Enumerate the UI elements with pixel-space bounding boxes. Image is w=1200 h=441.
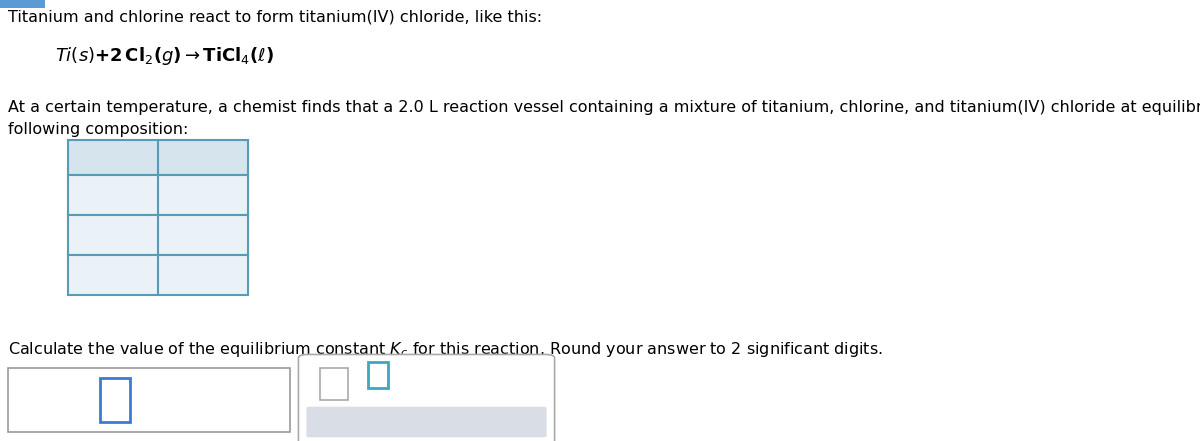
- Text: ×: ×: [350, 413, 366, 431]
- Text: ?: ?: [490, 413, 499, 431]
- Text: Cl$_2$: Cl$_2$: [101, 226, 125, 244]
- Text: $\mathit{Ti(s)}$+2$\,$Cl$_2$($g$)$\rightarrow$TiCl$_4$($\ell$): $\mathit{Ti(s)}$+2$\,$Cl$_2$($g$)$\right…: [55, 45, 274, 67]
- Text: compound: compound: [68, 150, 157, 165]
- Text: Calculate the value of the equilibrium constant $K_c$ for this reaction. Round y: Calculate the value of the equilibrium c…: [8, 340, 883, 359]
- Text: ↺: ↺: [419, 413, 433, 431]
- Text: TiCl$_4$: TiCl$_4$: [94, 265, 132, 284]
- Text: $K_c$  =: $K_c$ =: [26, 390, 72, 410]
- Text: 4.48 g: 4.48 g: [178, 268, 228, 283]
- Text: Titanium and chlorine react to form titanium(IV) chloride, like this:: Titanium and chlorine react to form tita…: [8, 10, 542, 25]
- Text: Ti: Ti: [106, 187, 120, 202]
- Text: amount: amount: [170, 150, 236, 165]
- Text: following composition:: following composition:: [8, 122, 188, 137]
- Text: x10: x10: [350, 390, 371, 400]
- Text: 1.70 g: 1.70 g: [178, 187, 228, 202]
- Text: 1.83 g: 1.83 g: [178, 228, 228, 243]
- Text: At a certain temperature, a chemist finds that a 2.0 L reaction vessel containin: At a certain temperature, a chemist find…: [8, 100, 1200, 115]
